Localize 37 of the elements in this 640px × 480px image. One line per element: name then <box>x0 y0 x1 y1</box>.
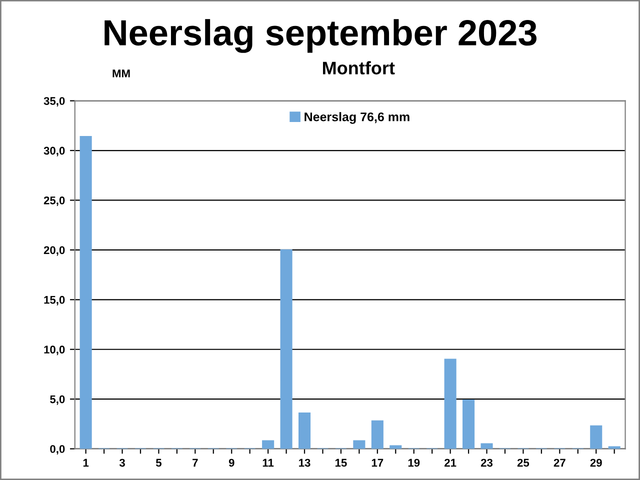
y-tick-label: 15,0 <box>44 296 65 306</box>
bar <box>590 425 602 449</box>
y-tick-label: 35,0 <box>44 97 65 107</box>
bar <box>280 249 292 449</box>
bar <box>462 400 475 449</box>
x-tick-label: 25 <box>517 458 530 467</box>
x-tick-label: 15 <box>335 458 347 467</box>
bar <box>298 412 311 449</box>
bar <box>444 358 456 449</box>
bar <box>480 443 493 449</box>
y-tick-label: 0,0 <box>50 445 65 455</box>
x-tick-label: 1 <box>83 458 89 467</box>
x-tick-label: 3 <box>119 458 125 467</box>
x-tick-label: 9 <box>228 458 234 467</box>
x-tick-label: 11 <box>262 458 274 467</box>
chart-subtitle: Montfort <box>323 61 395 74</box>
x-tick-label: 19 <box>408 458 420 467</box>
chart-title: Neerslag september 2023 <box>104 19 537 53</box>
y-tick-label: 30,0 <box>44 146 65 156</box>
bar <box>353 440 366 449</box>
x-tick-label: 27 <box>554 458 566 467</box>
y-tick-label: 10,0 <box>44 346 65 356</box>
legend-label: Neerslag 76,6 mm <box>304 112 410 124</box>
x-tick-label: 17 <box>372 458 384 467</box>
x-tick-label: 13 <box>299 458 310 467</box>
bar <box>80 136 92 449</box>
bar <box>262 440 274 449</box>
y-tick-label: 5,0 <box>50 395 65 405</box>
y-tick-label: 20,0 <box>44 246 65 256</box>
x-tick-label: 29 <box>590 458 602 467</box>
x-tick-label: 21 <box>444 458 456 467</box>
bar <box>371 420 384 449</box>
x-tick-label: 23 <box>480 458 493 467</box>
x-tick-label: 5 <box>156 458 162 467</box>
x-tick-label: 7 <box>192 458 198 467</box>
y-tick-label: 25,0 <box>44 196 65 206</box>
y-axis-title: MM <box>112 70 130 78</box>
